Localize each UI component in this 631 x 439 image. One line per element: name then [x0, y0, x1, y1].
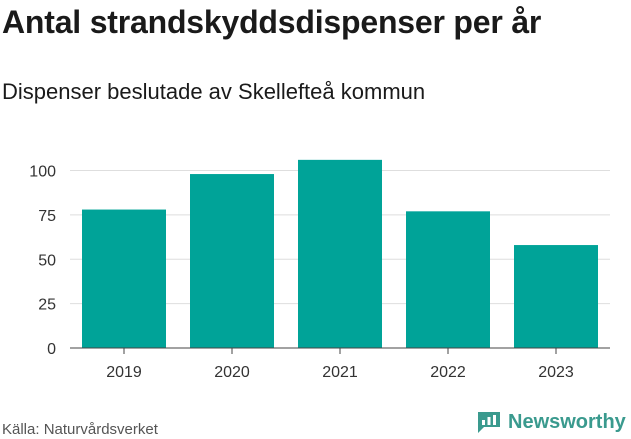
brand-name: Newsworthy — [508, 410, 626, 433]
x-tick-label: 2021 — [322, 364, 358, 381]
y-tick-label: 25 — [38, 297, 56, 314]
chart-title: Antal strandskyddsdispenser per år — [2, 4, 542, 40]
y-tick-label: 100 — [29, 164, 56, 181]
chart-subtitle: Dispenser beslutade av Skellefteå kommun — [2, 79, 426, 104]
x-tick-label: 2022 — [430, 364, 466, 381]
bar — [298, 159, 382, 348]
y-tick-label: 75 — [38, 208, 56, 225]
bar — [406, 211, 490, 348]
y-tick-label: 50 — [38, 252, 56, 269]
x-tick-label: 2023 — [538, 364, 574, 381]
x-tick-label: 2020 — [214, 364, 250, 381]
newsworthy-logo-icon — [478, 412, 500, 433]
bar — [190, 174, 274, 348]
brand-logo: Newsworthy — [476, 409, 626, 435]
bar — [514, 245, 598, 348]
source-note: Källa: Naturvårdsverket — [2, 421, 158, 438]
y-tick-label: 0 — [47, 341, 56, 358]
bar — [82, 209, 166, 348]
x-tick-label: 2019 — [106, 364, 142, 381]
